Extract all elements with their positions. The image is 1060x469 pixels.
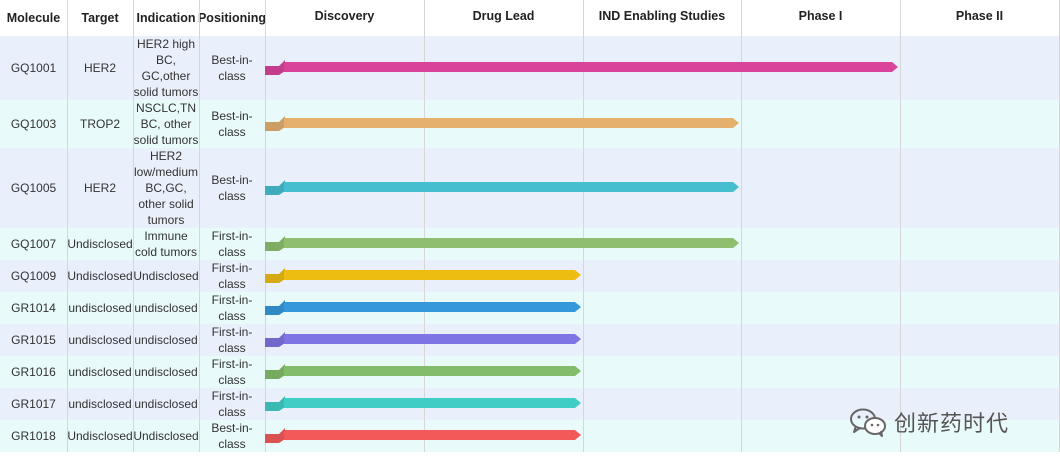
- cell-positioning: Best-in- class: [211, 173, 253, 203]
- cell-indication: HER2 high BC, GC,other solid tumors: [133, 37, 199, 99]
- cell-molecule: GR1018: [11, 429, 56, 443]
- cell-target: HER2: [83, 61, 116, 75]
- cell-indication: HER2 low/medium BC,GC, other solid tumor…: [133, 149, 199, 227]
- cell-target: HER2: [83, 181, 116, 195]
- header-indication: Indication: [136, 11, 196, 25]
- progress-arrow: [265, 332, 581, 347]
- cell-molecule: GQ1009: [10, 269, 57, 283]
- arrow-base: [265, 116, 285, 131]
- stage-header: Phase II: [955, 9, 1004, 23]
- arrow-bar: [284, 398, 581, 408]
- progress-arrow: [265, 428, 581, 443]
- grid-line: [265, 0, 266, 452]
- progress-arrow: [265, 60, 898, 75]
- wechat-icon: [850, 408, 886, 437]
- cell-molecule: GQ1003: [10, 117, 57, 131]
- cell-indication: Undisclosed: [133, 269, 199, 283]
- arrow-base: [265, 332, 285, 347]
- stage-header: Drug Lead: [472, 9, 535, 23]
- cell-indication: undisclosed: [134, 333, 198, 347]
- progress-arrow: [265, 396, 581, 411]
- header-target: Target: [81, 11, 119, 25]
- arrow-base: [265, 180, 285, 195]
- cell-target: Undisclosed: [67, 429, 133, 443]
- arrow-base: [265, 236, 285, 251]
- cell-molecule: GR1015: [11, 333, 56, 347]
- arrow-bar: [284, 366, 581, 376]
- arrow-base: [265, 364, 285, 379]
- cell-indication: Immune cold tumors: [134, 229, 198, 259]
- watermark-text: 创新药时代: [894, 412, 1010, 437]
- arrow-base: [265, 60, 285, 75]
- arrow-bar: [284, 270, 581, 280]
- cell-indication: undisclosed: [134, 365, 198, 379]
- arrow-bar: [284, 62, 898, 72]
- cell-positioning: First-in- class: [211, 357, 253, 387]
- cell-indication: undisclosed: [134, 397, 198, 411]
- cell-target: Undisclosed: [67, 269, 133, 283]
- cell-target: undisclosed: [68, 301, 132, 315]
- cell-molecule: GR1016: [11, 365, 56, 379]
- cell-molecule: GQ1007: [10, 237, 57, 251]
- header-molecule: Molecule: [6, 11, 61, 25]
- progress-arrow: [265, 268, 581, 283]
- cell-indication: NSCLC,TN BC, other solid tumors: [133, 101, 199, 147]
- grid-line: [67, 0, 68, 452]
- arrow-base: [265, 300, 285, 315]
- progress-arrow: [265, 236, 739, 251]
- stage-header: Phase I: [798, 9, 843, 23]
- arrow-bar: [284, 302, 581, 312]
- cell-indication: Undisclosed: [133, 429, 199, 443]
- arrow-bar: [284, 182, 739, 192]
- grid-line: [741, 0, 742, 452]
- cell-molecule: GR1014: [11, 301, 56, 315]
- progress-arrow: [265, 180, 739, 195]
- arrow-bar: [284, 118, 739, 128]
- progress-arrow: [265, 116, 739, 131]
- grid-line: [133, 0, 134, 452]
- cell-indication: undisclosed: [134, 301, 198, 315]
- grid-line: [424, 0, 425, 452]
- arrow-bar: [284, 238, 739, 248]
- cell-target: undisclosed: [68, 397, 132, 411]
- arrow-base: [265, 396, 285, 411]
- watermark: 创新药时代: [848, 406, 1009, 438]
- arrow-bar: [284, 334, 581, 344]
- stage-header: Discovery: [314, 9, 375, 23]
- grid-line: [900, 0, 901, 452]
- cell-target: Undisclosed: [67, 237, 133, 251]
- cell-positioning: Best-in- class: [211, 53, 253, 83]
- cell-positioning: First-in- class: [211, 325, 253, 355]
- cell-positioning: Best-in- class: [211, 421, 253, 451]
- cell-positioning: First-in- class: [211, 229, 253, 259]
- progress-arrow: [265, 364, 581, 379]
- cell-positioning: First-in- class: [211, 389, 253, 419]
- cell-positioning: Best-in- class: [211, 109, 253, 139]
- grid-line: [199, 0, 200, 452]
- cell-molecule: GQ1001: [10, 61, 57, 75]
- cell-target: undisclosed: [68, 365, 132, 379]
- cell-molecule: GQ1005: [10, 181, 57, 195]
- header-positioning: Positioning: [197, 11, 267, 25]
- cell-positioning: First-in- class: [211, 261, 253, 291]
- cell-positioning: First-in- class: [211, 293, 253, 323]
- grid-line: [583, 0, 584, 452]
- arrow-base: [265, 428, 285, 443]
- cell-target: undisclosed: [68, 333, 132, 347]
- stage-header: IND Enabling Studies: [598, 9, 726, 23]
- cell-molecule: GR1017: [11, 397, 56, 411]
- arrow-base: [265, 268, 285, 283]
- cell-target: TROP2: [79, 117, 120, 131]
- progress-arrow: [265, 300, 581, 315]
- arrow-bar: [284, 430, 581, 440]
